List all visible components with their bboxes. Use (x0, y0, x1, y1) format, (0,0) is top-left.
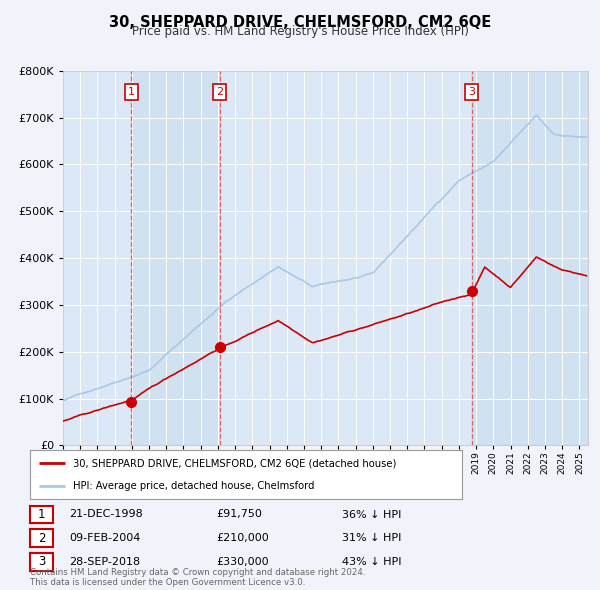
Text: 30, SHEPPARD DRIVE, CHELMSFORD, CM2 6QE (detached house): 30, SHEPPARD DRIVE, CHELMSFORD, CM2 6QE … (73, 458, 397, 468)
Text: 2: 2 (216, 87, 223, 97)
Text: 21-DEC-1998: 21-DEC-1998 (69, 510, 143, 519)
Text: 3: 3 (38, 555, 45, 568)
Text: 3: 3 (468, 87, 475, 97)
Text: 30, SHEPPARD DRIVE, CHELMSFORD, CM2 6QE: 30, SHEPPARD DRIVE, CHELMSFORD, CM2 6QE (109, 15, 491, 30)
Text: 28-SEP-2018: 28-SEP-2018 (69, 557, 140, 566)
Text: £210,000: £210,000 (216, 533, 269, 543)
Bar (131, 71, 220, 445)
Text: Contains HM Land Registry data © Crown copyright and database right 2024.
This d: Contains HM Land Registry data © Crown c… (30, 568, 365, 587)
Bar (472, 71, 588, 445)
Text: 36% ↓ HPI: 36% ↓ HPI (342, 510, 401, 519)
Text: Price paid vs. HM Land Registry's House Price Index (HPI): Price paid vs. HM Land Registry's House … (131, 25, 469, 38)
Text: 1: 1 (128, 87, 135, 97)
Text: 43% ↓ HPI: 43% ↓ HPI (342, 557, 401, 566)
Text: £330,000: £330,000 (216, 557, 269, 566)
Text: 31% ↓ HPI: 31% ↓ HPI (342, 533, 401, 543)
Text: 2: 2 (38, 532, 45, 545)
Text: 1: 1 (38, 508, 45, 521)
Text: 09-FEB-2004: 09-FEB-2004 (69, 533, 140, 543)
Text: £91,750: £91,750 (216, 510, 262, 519)
Text: HPI: Average price, detached house, Chelmsford: HPI: Average price, detached house, Chel… (73, 481, 314, 491)
